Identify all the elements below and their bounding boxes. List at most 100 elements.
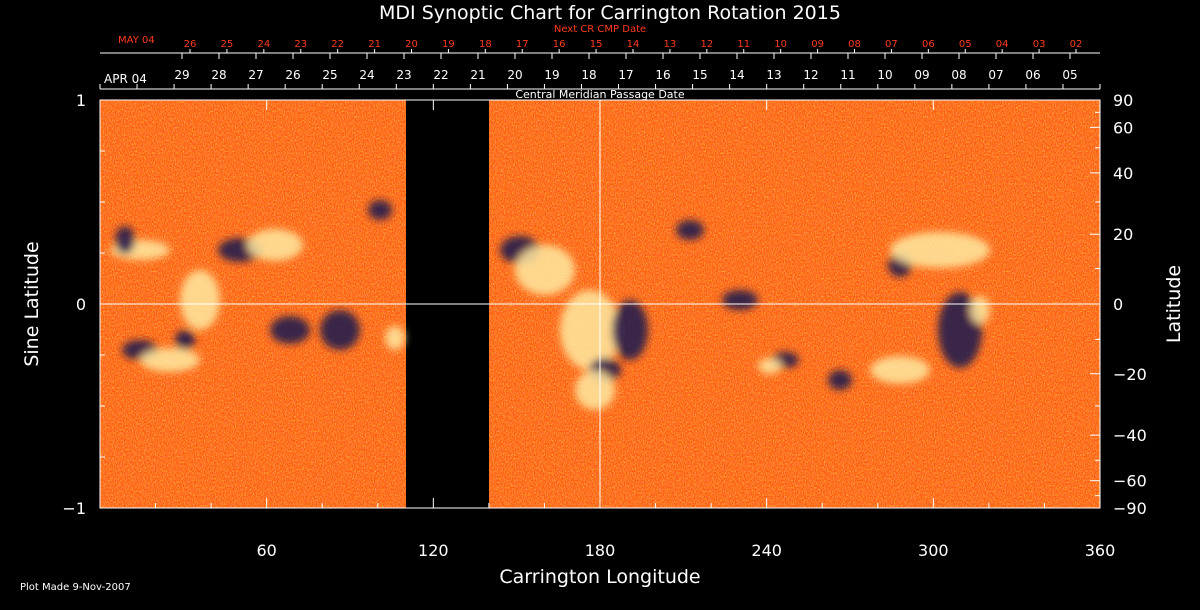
chart-title: MDI Synoptic Chart for Carrington Rotati…	[379, 2, 841, 24]
next-cr-label: Next CR CMP Date	[554, 24, 646, 35]
next-cr-date: 15	[590, 39, 603, 50]
cmp-date: 27	[248, 68, 263, 82]
cmp-date: 29	[174, 68, 189, 82]
cmp-axis-label: Central Meridian Passage Date	[515, 88, 684, 101]
next-cr-date: 10	[774, 39, 787, 50]
next-cr-date: 24	[257, 39, 270, 50]
cmp-date: 21	[470, 68, 485, 82]
next-cr-date: 22	[331, 39, 344, 50]
cmp-date: 08	[951, 68, 966, 82]
next-cr-date: 05	[959, 39, 972, 50]
active-region	[828, 370, 852, 390]
y-right-tick-label: 40	[1113, 164, 1133, 183]
y-axis-label-right: Latitude	[1163, 265, 1185, 343]
x-tick-label: 300	[918, 541, 949, 560]
next-cr-date: 17	[516, 39, 529, 50]
active-region	[722, 290, 758, 310]
next-cr-date: 07	[885, 39, 898, 50]
cmp-date: 17	[618, 68, 633, 82]
cmp-date: 11	[840, 68, 855, 82]
cmp-date: 13	[766, 68, 781, 82]
next-cr-date: 23	[294, 39, 307, 50]
next-cr-date: 11	[737, 39, 750, 50]
x-tick-label: 240	[751, 541, 782, 560]
next-cr-date: 21	[368, 39, 381, 50]
active-region	[676, 220, 704, 240]
cmp-start-label: APR 04	[104, 72, 147, 86]
next-cr-date: 03	[1033, 39, 1046, 50]
active-region	[115, 226, 135, 254]
active-region	[175, 330, 195, 350]
next-cr-date: 20	[405, 39, 418, 50]
active-region	[320, 310, 360, 350]
x-tick-label: 60	[256, 541, 276, 560]
cmp-date: 09	[914, 68, 929, 82]
cmp-date: 24	[359, 68, 374, 82]
y-right-tick-label: −40	[1113, 426, 1147, 445]
active-region	[247, 229, 303, 261]
cmp-date: 23	[396, 68, 411, 82]
axes: 60 120 180 240 300 360 1 0 −1 90 60 40 20 0 −20 −40 −60 −…	[62, 91, 1146, 560]
cmp-date: 14	[729, 68, 744, 82]
active-region	[870, 356, 930, 384]
cmp-date: 06	[1025, 68, 1040, 82]
y-left-tick-label: −1	[62, 499, 86, 518]
cmp-date: 05	[1062, 68, 1077, 82]
next-cr-date: 12	[700, 39, 713, 50]
next-cr-start-label: MAY 04	[118, 35, 155, 46]
active-region	[758, 358, 782, 374]
y-right-tick-label: 60	[1113, 118, 1133, 137]
y-axis-label-left: Sine Latitude	[21, 241, 43, 366]
y-right-tick-label: 0	[1113, 295, 1123, 314]
active-region	[575, 370, 615, 410]
cmp-date: 07	[988, 68, 1003, 82]
next-cr-date: 14	[627, 39, 640, 50]
cmp-date: 22	[433, 68, 448, 82]
next-cr-date: 06	[922, 39, 935, 50]
x-tick-label: 360	[1085, 541, 1116, 560]
cmp-date: 25	[322, 68, 337, 82]
y-right-tick-label: −90	[1113, 499, 1147, 518]
cmp-date: 12	[803, 68, 818, 82]
x-tick-label: 180	[585, 541, 616, 560]
cmp-date: 26	[285, 68, 300, 82]
cmp-date: 15	[692, 68, 707, 82]
next-cr-date: 09	[811, 39, 824, 50]
top-date-scales: 26 25 24 23 22 21 20 19 18 17 16 15 14 13 12 11 10 09 08 07…	[99, 39, 1101, 90]
y-right-tick-label: −60	[1113, 472, 1147, 491]
y-left-tick-label: 1	[76, 91, 86, 110]
next-cr-date: 19	[442, 39, 455, 50]
active-regions	[110, 200, 990, 410]
active-region	[180, 270, 220, 330]
plot-made-label: Plot Made 9-Nov-2007	[20, 582, 131, 593]
active-region	[385, 326, 405, 350]
next-cr-date: 02	[1070, 39, 1083, 50]
next-cr-date: 13	[664, 39, 677, 50]
plot-area	[99, 99, 1101, 509]
next-cr-date: 25	[221, 39, 234, 50]
next-cr-date: 16	[553, 39, 566, 50]
cmp-date: 18	[581, 68, 596, 82]
active-region	[140, 348, 200, 372]
x-tick-label: 120	[418, 541, 449, 560]
active-region	[970, 296, 990, 324]
active-region	[560, 290, 620, 370]
next-cr-date: 04	[996, 39, 1009, 50]
active-region	[612, 300, 648, 360]
next-cr-date: 26	[184, 39, 197, 50]
active-region	[515, 245, 575, 295]
cmp-date: 19	[544, 68, 559, 82]
y-right-tick-label: 20	[1113, 225, 1133, 244]
y-right-tick-label: −20	[1113, 365, 1147, 384]
cmp-date: 16	[655, 68, 670, 82]
cmp-date: 28	[211, 68, 226, 82]
next-cr-date: 08	[848, 39, 861, 50]
cmp-date: 20	[507, 68, 522, 82]
active-region	[368, 200, 392, 220]
active-region	[890, 232, 990, 268]
next-cr-date: 18	[479, 39, 492, 50]
y-left-tick-label: 0	[76, 295, 86, 314]
cmp-date: 10	[877, 68, 892, 82]
y-right-tick-label: 90	[1113, 91, 1133, 110]
